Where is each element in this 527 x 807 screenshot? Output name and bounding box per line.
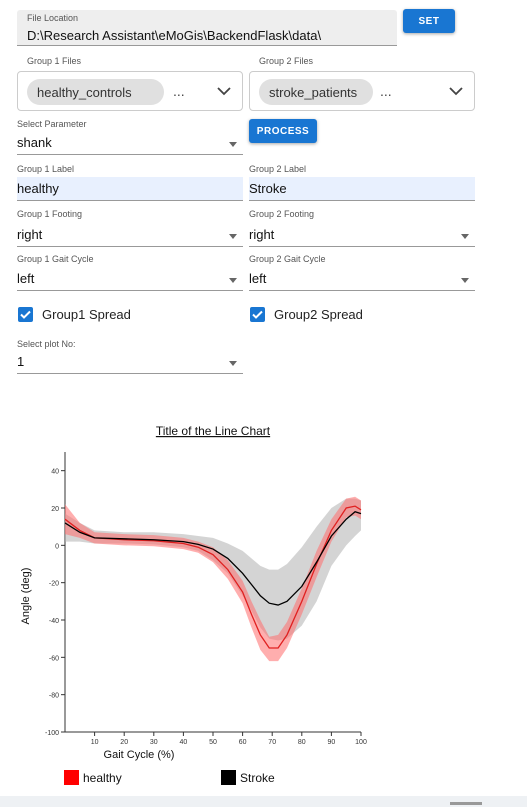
group2-file-chip[interactable]: stroke_patients (259, 79, 373, 105)
group2-footing-select[interactable]: right (249, 225, 475, 247)
bottom-scrollbar[interactable] (0, 796, 527, 807)
y-tick-label: -100 (45, 730, 59, 737)
legend-swatch-stroke (221, 770, 236, 785)
group2-footing-value: right (249, 227, 275, 242)
group2-more-indicator: ... (380, 83, 392, 99)
group1-more-indicator: ... (173, 83, 185, 99)
legend-swatch-healthy (64, 770, 79, 785)
spread-band-healthy (65, 496, 361, 662)
parameter-select[interactable]: shank (17, 133, 243, 155)
caret-down-icon (461, 234, 469, 239)
x-tick-label: 40 (180, 739, 188, 746)
group2-label-input[interactable]: Stroke (249, 177, 475, 201)
group2-files-label: Group 2 Files (259, 56, 314, 66)
group1-spread-label: Group1 Spread (42, 307, 131, 322)
group2-gait-select[interactable]: left (249, 269, 475, 291)
group2-gait-value: left (249, 271, 267, 286)
group1-label-value: healthy (17, 181, 59, 196)
plot-no-select[interactable]: 1 (17, 352, 243, 374)
legend-label-stroke: Stroke (240, 771, 275, 785)
x-tick-label: 20 (120, 739, 128, 746)
x-tick-label: 50 (209, 739, 217, 746)
caret-down-icon (229, 278, 237, 283)
line-chart: Title of the Line Chart 40 20 0 -20 -40 -60 -80… (20, 424, 367, 785)
group1-label-input[interactable]: healthy (17, 177, 243, 201)
x-tick-label: 80 (298, 739, 306, 746)
caret-down-icon (229, 142, 237, 147)
plot-no-label: Select plot No: (17, 339, 76, 349)
series-line-healthy (64, 505, 362, 649)
y-tick-label: -60 (49, 655, 59, 662)
group1-footing-value: right (17, 227, 43, 242)
parameter-label: Select Parameter (17, 119, 87, 129)
group2-spread-label: Group2 Spread (274, 307, 363, 322)
file-location-field[interactable]: File Location D:\Research Assistant\eMoG… (17, 10, 397, 46)
x-tick-label: 60 (239, 739, 247, 746)
y-tick-label: 40 (51, 469, 59, 476)
checkmark-icon (20, 310, 31, 319)
x-tick-label: 90 (328, 739, 336, 746)
y-tick-label: 20 (51, 506, 59, 513)
series-line-stroke (64, 511, 362, 606)
chevron-down-icon[interactable] (215, 82, 233, 100)
y-tick-label: -40 (49, 618, 59, 625)
group2-footing-label: Group 2 Footing (249, 209, 315, 219)
group1-file-chip[interactable]: healthy_controls (27, 79, 164, 105)
group2-files-select[interactable]: stroke_patients ... (249, 71, 475, 111)
y-axis-label: Angle (deg) (20, 568, 32, 625)
group1-footing-select[interactable]: right (17, 225, 243, 247)
x-tick-label: 10 (91, 739, 99, 746)
checkmark-icon (252, 310, 263, 319)
chart-title: Title of the Line Chart (156, 424, 271, 438)
y-tick-label: 0 (55, 543, 59, 550)
x-tick-label: 100 (355, 739, 367, 746)
chart-panel: Title of the Line Chart 40 20 0 -20 -40 -60 -80… (0, 400, 527, 807)
caret-down-icon (229, 234, 237, 239)
plot-no-value: 1 (17, 354, 25, 369)
legend-label-healthy: healthy (83, 771, 122, 785)
group1-footing-label: Group 1 Footing (17, 209, 83, 219)
group2-spread-checkbox[interactable] (250, 307, 265, 322)
x-tick-label: 70 (268, 739, 276, 746)
group2-label-caption: Group 2 Label (249, 164, 307, 174)
file-location-value[interactable]: D:\Research Assistant\eMoGis\BackendFlas… (27, 28, 322, 43)
caret-down-icon (229, 361, 237, 366)
group1-gait-select[interactable]: left (17, 269, 243, 291)
group1-files-label: Group 1 Files (27, 56, 82, 66)
set-button[interactable]: SET (403, 9, 455, 33)
scrollbar-handle[interactable] (450, 802, 482, 805)
group1-gait-label: Group 1 Gait Cycle (17, 254, 94, 264)
spread-band-stroke (65, 498, 361, 641)
group1-spread-checkbox[interactable] (18, 307, 33, 322)
x-axis-label: Gait Cycle (%) (104, 749, 175, 761)
parameter-value: shank (17, 135, 52, 150)
group2-gait-label: Group 2 Gait Cycle (249, 254, 326, 264)
chevron-down-icon[interactable] (447, 82, 465, 100)
caret-down-icon (461, 278, 469, 283)
group1-label-caption: Group 1 Label (17, 164, 75, 174)
group1-gait-value: left (17, 271, 35, 286)
group2-label-value: Stroke (249, 181, 287, 196)
x-tick-label: 30 (150, 739, 158, 746)
y-tick-label: -80 (49, 693, 59, 700)
file-location-label: File Location (27, 13, 79, 23)
process-button[interactable]: PROCESS (249, 119, 317, 143)
group1-files-select[interactable]: healthy_controls ... (17, 71, 243, 111)
y-tick-label: -20 (49, 581, 59, 588)
